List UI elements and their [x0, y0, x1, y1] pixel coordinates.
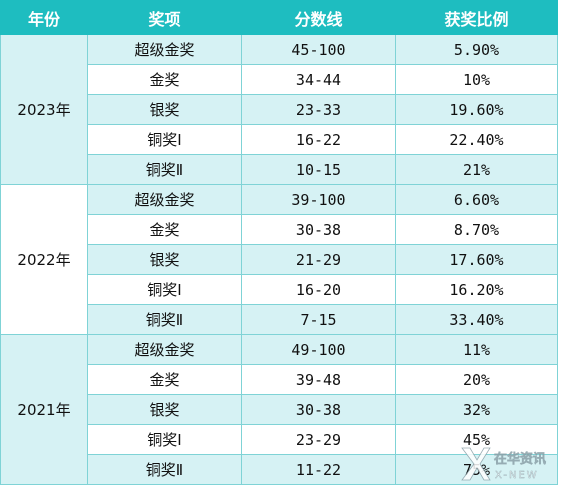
- ratio-cell: 11%: [395, 334, 558, 365]
- score-cell: 7-15: [241, 304, 396, 335]
- ratio-cell: 8.70%: [395, 214, 558, 245]
- ratio-cell: 5.90%: [395, 34, 558, 65]
- award-cell: 超级金奖: [87, 184, 242, 215]
- table-row: 2022年 超级金奖 39-100 6.60%: [0, 184, 558, 335]
- ratio-cell: 16.20%: [395, 274, 558, 305]
- ratio-cell: 22.40%: [395, 124, 558, 155]
- table-row: 金奖 34-44 10%: [1, 64, 558, 95]
- score-cell: 10-15: [241, 154, 396, 185]
- table-row: 铜奖Ⅱ 10-15 21%: [1, 154, 558, 185]
- score-cell: 16-20: [241, 274, 396, 305]
- ratio-cell: 75%: [395, 454, 558, 485]
- header-year: 年份: [0, 0, 88, 35]
- award-cell: 银奖: [87, 244, 242, 275]
- award-cell: 铜奖Ⅰ: [87, 424, 242, 455]
- ratio-cell: 6.60%: [395, 184, 558, 215]
- score-cell: 16-22: [241, 124, 396, 155]
- ratio-cell: 21%: [395, 154, 558, 185]
- table-row: 铜奖Ⅱ 7-15 33.40%: [1, 304, 558, 335]
- score-cell: 30-38: [241, 214, 396, 245]
- year-group-2021: 2021年 超级金奖 49-100 11% 金奖 39-48 20% 银奖 30…: [0, 334, 558, 485]
- ratio-cell: 20%: [395, 364, 558, 395]
- award-cell: 铜奖Ⅱ: [87, 454, 242, 485]
- ratio-cell: 10%: [395, 64, 558, 95]
- award-cell: 铜奖Ⅰ: [87, 124, 242, 155]
- score-cell: 39-48: [241, 364, 396, 395]
- score-cell: 23-33: [241, 94, 396, 125]
- table-row: 2021年 超级金奖 49-100 11%: [0, 334, 558, 485]
- score-cell: 34-44: [241, 64, 396, 95]
- award-cell: 铜奖Ⅰ: [87, 274, 242, 305]
- table-row: 银奖 23-33 19.60%: [1, 94, 558, 125]
- score-cell: 11-22: [241, 454, 396, 485]
- score-cell: 30-38: [241, 394, 396, 425]
- ratio-cell: 19.60%: [395, 94, 558, 125]
- ratio-cell: 33.40%: [395, 304, 558, 335]
- award-cell: 金奖: [87, 364, 242, 395]
- award-cell: 银奖: [87, 394, 242, 425]
- header-row: 年份 奖项 分数线 获奖比例: [0, 0, 558, 35]
- award-cell: 金奖: [87, 64, 242, 95]
- year-group-2022: 2022年 超级金奖 39-100 6.60% 金奖 30-38 8.70% 银…: [0, 184, 558, 335]
- award-cell: 银奖: [87, 94, 242, 125]
- year-cell: 2021年: [0, 334, 88, 485]
- score-cell: 39-100: [241, 184, 396, 215]
- ratio-cell: 45%: [395, 424, 558, 455]
- ratio-cell: 32%: [395, 394, 558, 425]
- score-cell: 49-100: [241, 334, 396, 365]
- header-score: 分数线: [241, 0, 396, 35]
- table-row: 铜奖Ⅰ 16-20 16.20%: [1, 274, 558, 305]
- table-row: 金奖 39-48 20%: [1, 364, 558, 395]
- header-ratio: 获奖比例: [395, 0, 558, 35]
- year-cell: 2023年: [0, 34, 88, 185]
- table-row: 铜奖Ⅰ 16-22 22.40%: [1, 124, 558, 155]
- award-cell: 超级金奖: [87, 334, 242, 365]
- award-cell: 铜奖Ⅱ: [87, 154, 242, 185]
- year-group-2023: 2023年 超级金奖 45-100 5.90% 金奖 34-44 10% 银奖 …: [0, 34, 558, 185]
- table-row: 2023年 超级金奖 45-100 5.90%: [0, 34, 558, 185]
- ratio-cell: 17.60%: [395, 244, 558, 275]
- score-cell: 21-29: [241, 244, 396, 275]
- header-award: 奖项: [87, 0, 242, 35]
- score-cell: 45-100: [241, 34, 396, 65]
- table-row: 金奖 30-38 8.70%: [1, 214, 558, 245]
- award-cell: 超级金奖: [87, 34, 242, 65]
- award-cell: 金奖: [87, 214, 242, 245]
- year-cell: 2022年: [0, 184, 88, 335]
- award-cell: 铜奖Ⅱ: [87, 304, 242, 335]
- score-cell: 23-29: [241, 424, 396, 455]
